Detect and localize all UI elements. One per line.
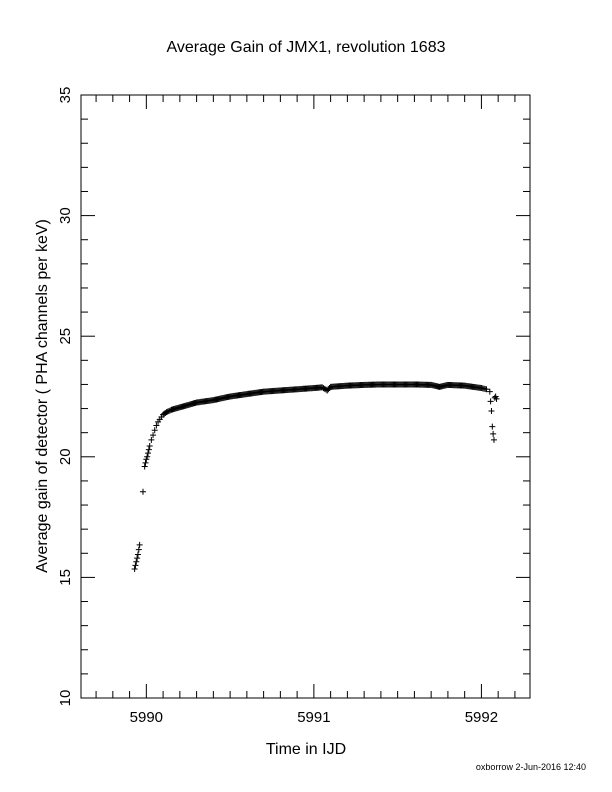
data-point-dense [325, 386, 332, 393]
data-point [142, 459, 149, 466]
data-point [489, 423, 496, 430]
data-point [135, 546, 142, 553]
data-point [134, 555, 141, 562]
data-point [151, 427, 158, 434]
data-point-dense [482, 385, 489, 392]
x-tick-label: 5990 [130, 709, 163, 726]
data-point [144, 453, 151, 460]
y-tick-label: 20 [57, 448, 74, 465]
data-point [487, 398, 494, 405]
y-tick-label: 25 [57, 328, 74, 345]
y-tick-label: 35 [57, 87, 74, 104]
data-point [134, 551, 141, 558]
data-point [145, 446, 152, 453]
data-point [133, 558, 140, 565]
y-axis-label: Average gain of detector ( PHA channels … [34, 219, 51, 573]
data-point [146, 442, 153, 449]
y-tick-label: 10 [57, 690, 74, 707]
data-point-dense [165, 407, 172, 414]
data-points [131, 381, 500, 572]
x-axis-ticks: 5990 5991 5992 [95, 95, 516, 726]
data-point-dense [164, 408, 171, 415]
data-point [132, 562, 139, 569]
footer-stamp: oxborrow 2-Jun-2016 12:40 [476, 762, 586, 772]
data-point-dense [161, 410, 168, 417]
data-point [488, 407, 495, 414]
y-tick-label: 15 [57, 569, 74, 586]
chart-title: Average Gain of JMX1, revolution 1683 [167, 39, 446, 56]
data-point [145, 450, 152, 457]
data-point [136, 541, 143, 548]
data-point [150, 432, 157, 439]
data-point [141, 463, 148, 470]
plot-frame [80, 94, 531, 699]
y-axis-ticks: 10 15 20 25 30 35 [57, 87, 530, 707]
data-point [493, 395, 500, 402]
data-point [139, 488, 146, 495]
x-tick-label: 5991 [297, 709, 330, 726]
data-point [131, 565, 138, 572]
x-axis-label: Time in IJD [266, 741, 346, 758]
data-point [490, 430, 497, 437]
data-point [148, 436, 155, 443]
data-point [153, 422, 160, 429]
x-tick-label: 5992 [465, 709, 498, 726]
data-point [490, 436, 497, 443]
y-tick-label: 30 [57, 207, 74, 224]
data-point [486, 388, 493, 395]
